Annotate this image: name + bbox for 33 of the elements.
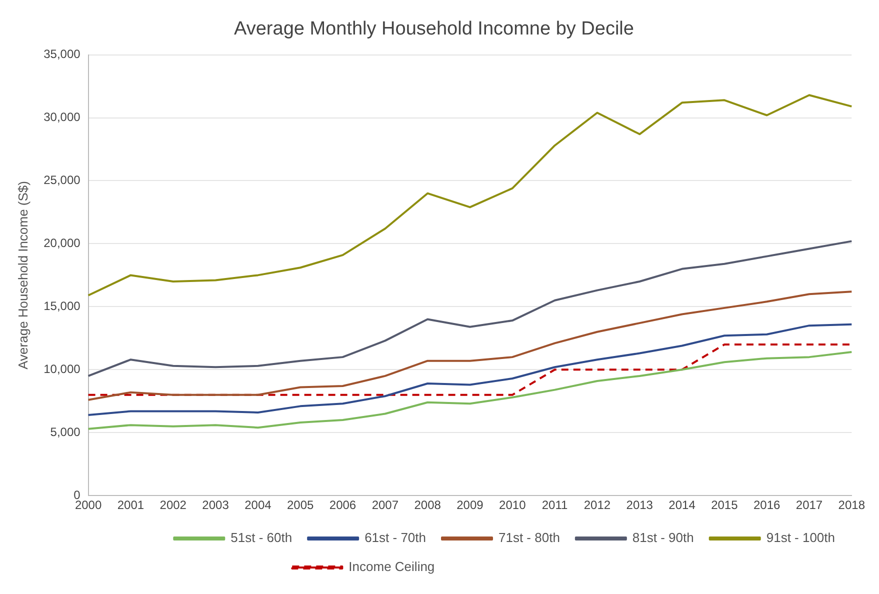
x-tick-label: 2013 (626, 498, 654, 512)
y-tick-label: 20,000 (44, 236, 81, 250)
y-tick-label: 30,000 (44, 110, 81, 124)
legend-label: 71st - 80th (498, 530, 560, 546)
x-tick-label: 2014 (668, 498, 696, 512)
x-tick-label: 2007 (372, 498, 399, 512)
x-tick-label: 2012 (584, 498, 611, 512)
y-tick-label: 25,000 (44, 173, 81, 188)
x-tick-label: 2015 (711, 498, 738, 512)
legend-label: 51st - 60th (230, 530, 292, 546)
x-tick-label: 2004 (244, 498, 272, 512)
x-tick-label: 2008 (414, 498, 442, 512)
x-tick-label: 2011 (542, 498, 568, 512)
y-tick-label: 5,000 (50, 424, 81, 439)
x-tick-label: 2016 (753, 498, 781, 512)
legend-label: 81st - 90th (632, 530, 694, 546)
x-tick-label: 2002 (160, 498, 187, 512)
x-tick-label: 2006 (329, 498, 356, 512)
y-axis-title: Average Household Income (S$) (15, 181, 30, 370)
chart-title: Average Monthly Household Incomne by Decile (234, 18, 634, 40)
x-tick-label: 2001 (117, 498, 144, 512)
x-tick-label: 2009 (456, 498, 484, 512)
x-tick-label: 2003 (202, 498, 230, 512)
x-tick-label: 2010 (499, 498, 526, 512)
legend-label: Income Ceiling (348, 559, 435, 574)
y-tick-label: 35,000 (44, 47, 81, 62)
x-tick-label: 2017 (796, 498, 823, 512)
legend-label: 61st - 70th (364, 530, 426, 546)
y-tick-label: 15,000 (44, 299, 81, 313)
x-tick-label: 2018 (838, 498, 866, 512)
y-tick-label: 10,000 (44, 362, 81, 376)
x-tick-label: 2005 (286, 498, 314, 512)
legend-label: 91st - 100th (766, 530, 836, 546)
